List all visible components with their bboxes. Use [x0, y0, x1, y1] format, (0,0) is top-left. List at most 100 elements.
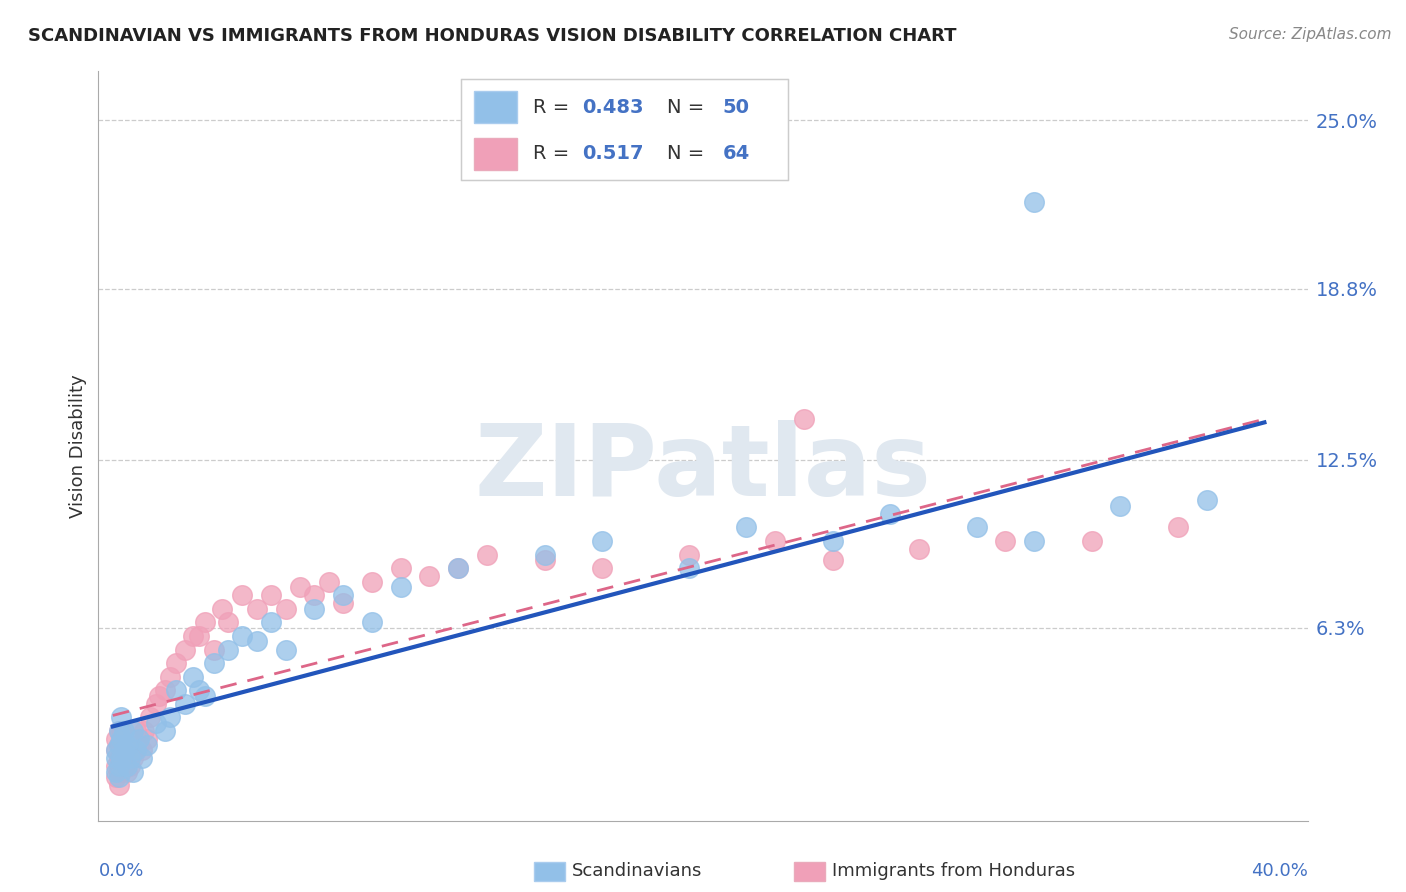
- Point: [112, 724, 135, 739]
- Point: [202, 642, 225, 657]
- Point: [128, 732, 150, 747]
- Point: [134, 724, 156, 739]
- Text: Immigrants from Honduras: Immigrants from Honduras: [832, 863, 1076, 880]
- Point: [125, 743, 148, 757]
- Point: [110, 751, 132, 765]
- Point: [475, 548, 498, 562]
- Point: [104, 732, 127, 747]
- Text: 0.0%: 0.0%: [98, 862, 143, 880]
- Point: [165, 683, 187, 698]
- Point: [128, 738, 150, 752]
- Point: [246, 602, 269, 616]
- Point: [533, 548, 555, 562]
- Point: [159, 670, 181, 684]
- Point: [104, 770, 127, 784]
- Point: [188, 629, 211, 643]
- Point: [110, 751, 132, 765]
- Point: [194, 615, 217, 630]
- Point: [447, 561, 470, 575]
- Point: [735, 520, 758, 534]
- Point: [115, 759, 138, 773]
- Point: [274, 642, 297, 657]
- Y-axis label: Vision Disability: Vision Disability: [69, 374, 87, 518]
- Point: [793, 412, 815, 426]
- Point: [332, 588, 354, 602]
- Point: [131, 751, 153, 765]
- Point: [447, 561, 470, 575]
- Point: [183, 670, 205, 684]
- Point: [966, 520, 988, 534]
- Point: [120, 743, 142, 757]
- Point: [110, 738, 132, 752]
- Point: [821, 534, 844, 549]
- Point: [115, 764, 138, 779]
- Point: [107, 770, 129, 784]
- Point: [159, 710, 181, 724]
- Point: [231, 629, 253, 643]
- Point: [418, 569, 440, 583]
- Point: [361, 574, 384, 589]
- Point: [120, 759, 142, 773]
- Point: [110, 764, 132, 779]
- Text: SCANDINAVIAN VS IMMIGRANTS FROM HONDURAS VISION DISABILITY CORRELATION CHART: SCANDINAVIAN VS IMMIGRANTS FROM HONDURAS…: [28, 27, 956, 45]
- Text: 40.0%: 40.0%: [1251, 862, 1308, 880]
- Point: [183, 629, 205, 643]
- Point: [107, 759, 129, 773]
- Point: [110, 724, 132, 739]
- Point: [112, 743, 135, 757]
- Point: [304, 588, 326, 602]
- Point: [122, 751, 145, 765]
- Text: ZIPatlas: ZIPatlas: [475, 420, 931, 517]
- Point: [1022, 194, 1045, 209]
- Point: [136, 732, 159, 747]
- Point: [153, 724, 176, 739]
- Point: [125, 724, 148, 739]
- Point: [107, 724, 129, 739]
- Point: [1022, 534, 1045, 549]
- Point: [136, 738, 159, 752]
- Point: [112, 759, 135, 773]
- Point: [139, 710, 162, 724]
- Point: [217, 642, 239, 657]
- Point: [994, 534, 1017, 549]
- Point: [1080, 534, 1102, 549]
- Point: [763, 534, 786, 549]
- Point: [107, 724, 129, 739]
- Point: [145, 697, 167, 711]
- Point: [122, 732, 145, 747]
- Point: [110, 732, 132, 747]
- Point: [173, 642, 195, 657]
- Point: [145, 715, 167, 730]
- Point: [104, 764, 127, 779]
- Point: [112, 743, 135, 757]
- Point: [217, 615, 239, 630]
- Point: [1167, 520, 1189, 534]
- Point: [678, 561, 700, 575]
- Point: [173, 697, 195, 711]
- Point: [122, 724, 145, 739]
- Point: [112, 732, 135, 747]
- Point: [1109, 499, 1132, 513]
- Point: [202, 656, 225, 670]
- Text: Scandinavians: Scandinavians: [572, 863, 703, 880]
- Point: [104, 743, 127, 757]
- Text: Source: ZipAtlas.com: Source: ZipAtlas.com: [1229, 27, 1392, 42]
- Point: [115, 751, 138, 765]
- Point: [260, 615, 283, 630]
- Point: [678, 548, 700, 562]
- Point: [908, 542, 931, 557]
- Point: [211, 602, 233, 616]
- Point: [153, 683, 176, 698]
- Point: [107, 778, 129, 792]
- Point: [110, 710, 132, 724]
- Point: [107, 738, 129, 752]
- Point: [879, 507, 901, 521]
- Point: [304, 602, 326, 616]
- Point: [260, 588, 283, 602]
- Point: [389, 561, 412, 575]
- Point: [165, 656, 187, 670]
- Point: [107, 751, 129, 765]
- Point: [1195, 493, 1218, 508]
- Point: [389, 580, 412, 594]
- Point: [107, 764, 129, 779]
